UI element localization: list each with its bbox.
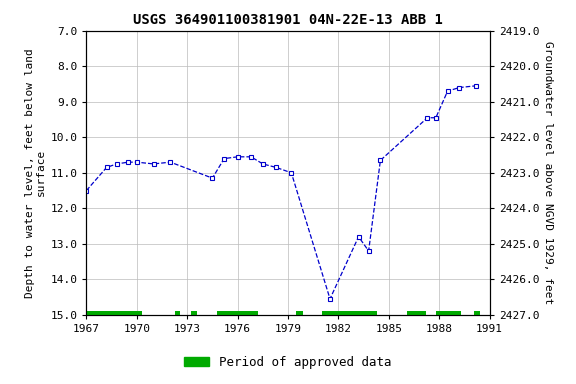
Title: USGS 364901100381901 04N-22E-13 ABB 1: USGS 364901100381901 04N-22E-13 ABB 1 bbox=[133, 13, 443, 27]
Bar bbox=[297, 311, 303, 319]
Bar bbox=[475, 311, 479, 319]
Bar bbox=[217, 311, 257, 319]
Bar bbox=[176, 311, 180, 319]
Bar bbox=[407, 311, 426, 319]
Legend: Period of approved data: Period of approved data bbox=[179, 351, 397, 374]
Bar bbox=[86, 311, 142, 319]
Y-axis label: Groundwater level above NGVD 1929, feet: Groundwater level above NGVD 1929, feet bbox=[543, 41, 554, 305]
Y-axis label: Depth to water level, feet below land
surface: Depth to water level, feet below land su… bbox=[25, 48, 46, 298]
Bar bbox=[191, 311, 197, 319]
Bar bbox=[321, 311, 377, 319]
Bar bbox=[436, 311, 461, 319]
